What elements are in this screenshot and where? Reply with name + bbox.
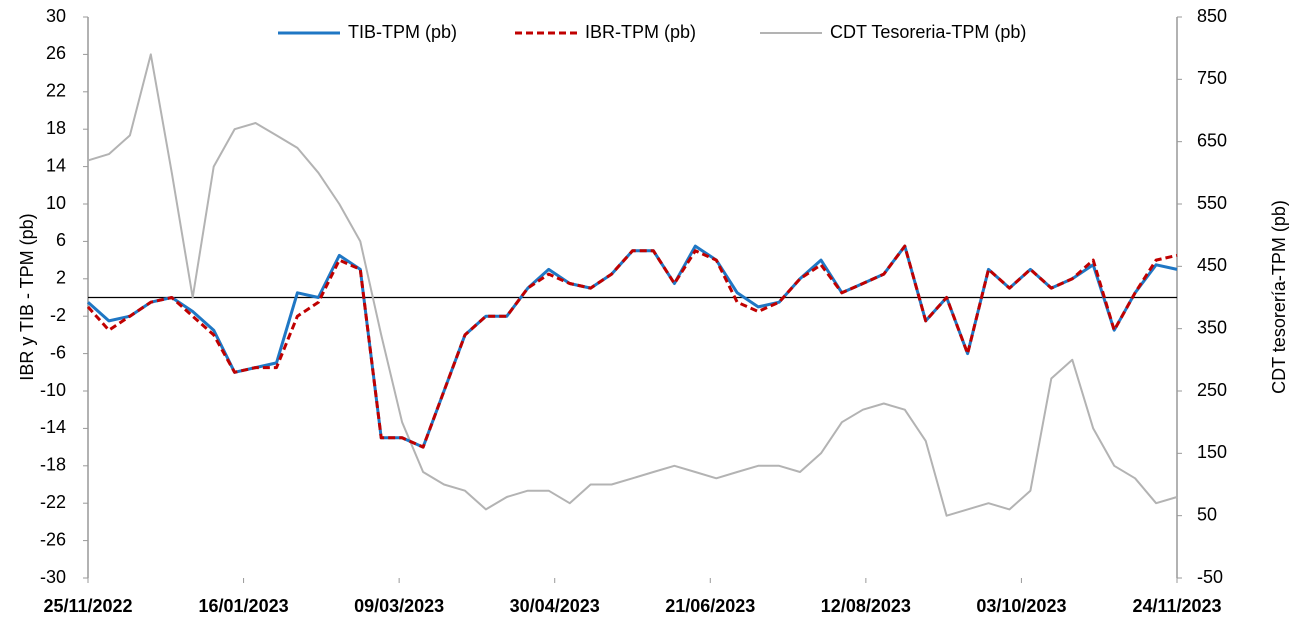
series-line (87, 53, 1178, 517)
y2-tick-label: 50 (1197, 504, 1217, 524)
legend-label: CDT Tesoreria-TPM (pb) (830, 22, 1026, 42)
y2-tick-label: 850 (1197, 6, 1227, 26)
y-tick-label: 10 (46, 193, 66, 213)
y-axis-label: IBR y TIB - TPM (pb) (17, 213, 37, 380)
x-tick-label: 25/11/2022 (43, 596, 132, 616)
y-tick-label: -10 (40, 380, 66, 400)
y-tick-label: 6 (56, 230, 66, 250)
y2-tick-label: -50 (1197, 567, 1223, 587)
y-tick-label: 2 (56, 268, 66, 288)
x-tick-label: 09/03/2023 (354, 596, 444, 616)
legend-label: IBR-TPM (pb) (585, 22, 696, 42)
y2-tick-label: 650 (1197, 130, 1227, 150)
y-tick-label: -6 (50, 342, 66, 362)
y2-tick-label: 250 (1197, 380, 1227, 400)
y-tick-label: -14 (40, 417, 66, 437)
y2-tick-label: 350 (1197, 317, 1227, 337)
y-tick-label: 30 (46, 6, 66, 26)
y-tick-label: 22 (46, 81, 66, 101)
y2-tick-label: 750 (1197, 68, 1227, 88)
y-tick-label: -26 (40, 529, 66, 549)
x-tick-label: 30/04/2023 (510, 596, 600, 616)
y2-tick-label: 550 (1197, 193, 1227, 213)
y-tick-label: 26 (46, 43, 66, 63)
legend-label: TIB-TPM (pb) (348, 22, 457, 42)
y2-axis-label: CDT tesorería-TPM (pb) (1269, 200, 1289, 394)
y-tick-label: -30 (40, 567, 66, 587)
x-tick-label: 12/08/2023 (821, 596, 911, 616)
y2-tick-label: 450 (1197, 255, 1227, 275)
x-tick-label: 24/11/2023 (1132, 596, 1221, 616)
x-tick-label: 16/01/2023 (199, 596, 289, 616)
y-tick-label: -18 (40, 455, 66, 475)
y2-tick-label: 150 (1197, 442, 1227, 462)
y-tick-label: 18 (46, 118, 66, 138)
series-line (86, 244, 1178, 449)
y-tick-label: 14 (46, 155, 66, 175)
y-tick-label: -2 (50, 305, 66, 325)
series-line (86, 244, 1178, 449)
x-tick-label: 03/10/2023 (976, 596, 1066, 616)
x-tick-label: 21/06/2023 (665, 596, 755, 616)
y-tick-label: -22 (40, 492, 66, 512)
